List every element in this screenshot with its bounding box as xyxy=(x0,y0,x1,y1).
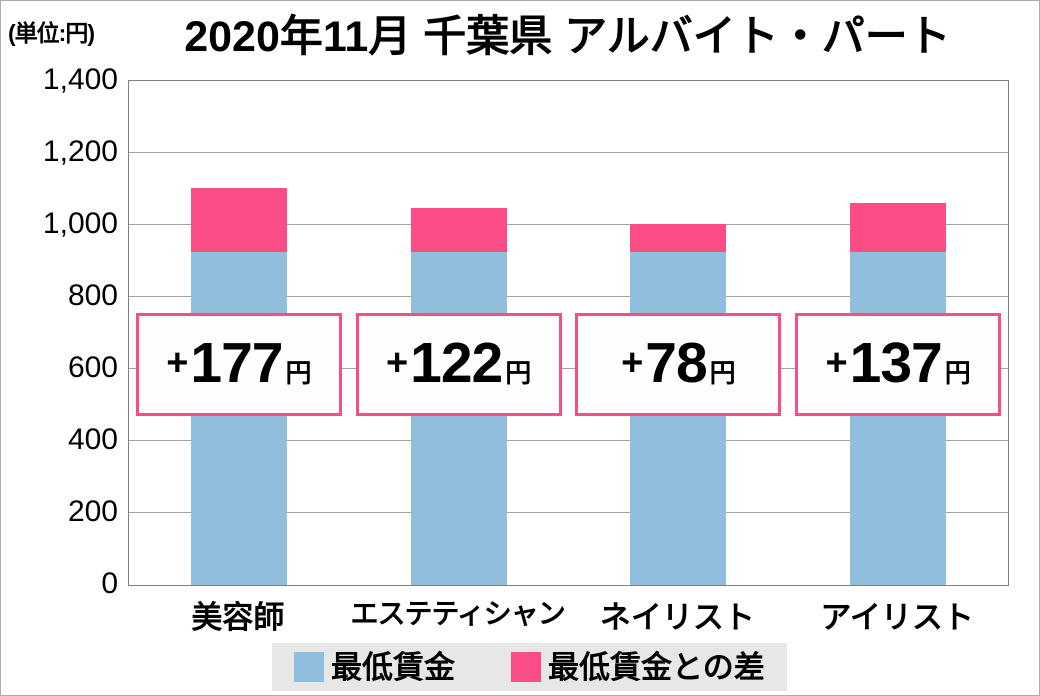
y-axis-tick-label: 400 xyxy=(67,423,118,456)
legend: 最低賃金 最低賃金との差 xyxy=(272,643,787,691)
bar-segment-minimum-wage xyxy=(410,252,507,585)
gridline xyxy=(129,512,1008,513)
diff-plus-sign: + xyxy=(385,342,409,384)
legend-item: 最低賃金 xyxy=(294,652,455,683)
y-axis-tick-label: 800 xyxy=(67,279,118,312)
diff-label-box: +122 円 xyxy=(355,313,562,416)
legend-swatch xyxy=(294,652,324,682)
bar-segment-difference xyxy=(190,188,287,252)
diff-unit: 円 xyxy=(505,358,532,388)
diff-label-box: +177 円 xyxy=(135,313,342,416)
bar-segment-difference xyxy=(630,223,727,252)
y-axis-tick-label: 200 xyxy=(67,495,118,528)
diff-unit: 円 xyxy=(944,358,971,388)
plot-area: +177 円 +122 円 +78 円 +137 円 xyxy=(128,80,1009,586)
diff-value: 177 xyxy=(190,331,283,395)
diff-unit: 円 xyxy=(709,358,736,388)
gridline xyxy=(129,368,1008,369)
y-axis-tick-label: 1,400 xyxy=(42,63,118,96)
x-axis-category-label: アイリスト xyxy=(820,600,974,635)
diff-unit: 円 xyxy=(285,358,312,388)
diff-value: 122 xyxy=(410,331,503,395)
chart-title: 2020年11月 千葉県 アルバイト・パート xyxy=(184,13,951,61)
unit-label: (単位:円) xyxy=(8,20,95,46)
legend-item: 最低賃金との差 xyxy=(511,652,765,683)
x-axis-category-label: 美容師 xyxy=(191,600,285,635)
gridline xyxy=(129,440,1008,441)
bar-segment-minimum-wage xyxy=(850,252,947,585)
diff-label-box: +137 円 xyxy=(795,313,1002,416)
y-axis: 1,400 1,200 1,000 800 600 400 200 0 xyxy=(0,63,118,600)
diff-label-box: +78 円 xyxy=(575,313,782,416)
gridline xyxy=(129,224,1008,225)
y-axis-tick-label: 600 xyxy=(67,350,118,384)
diff-value: 137 xyxy=(849,331,943,395)
x-axis: 美容師 エステティシャン ネイリスト アイリスト xyxy=(128,592,1007,640)
legend-label: 最低賃金 xyxy=(331,649,455,685)
bar-segment-difference xyxy=(410,208,507,252)
x-axis-category-label: エステティシャン xyxy=(350,598,565,629)
legend-label: 最低賃金との差 xyxy=(548,649,765,685)
bar-segment-minimum-wage xyxy=(190,252,287,585)
y-axis-tick-label: 0 xyxy=(101,567,118,600)
bar-segment-difference xyxy=(850,202,947,252)
gridline xyxy=(129,152,1008,153)
legend-swatch xyxy=(511,652,541,682)
bar-segment-minimum-wage xyxy=(630,252,727,585)
gridline xyxy=(129,296,1008,297)
diff-value: 78 xyxy=(645,331,707,395)
y-axis-tick-label: 1,200 xyxy=(42,134,118,168)
x-axis-category-label: ネイリスト xyxy=(599,600,755,635)
diff-plus-sign: + xyxy=(621,342,644,384)
diff-plus-sign: + xyxy=(166,342,189,384)
y-axis-tick-label: 1,000 xyxy=(42,206,118,240)
diff-plus-sign: + xyxy=(825,342,848,384)
